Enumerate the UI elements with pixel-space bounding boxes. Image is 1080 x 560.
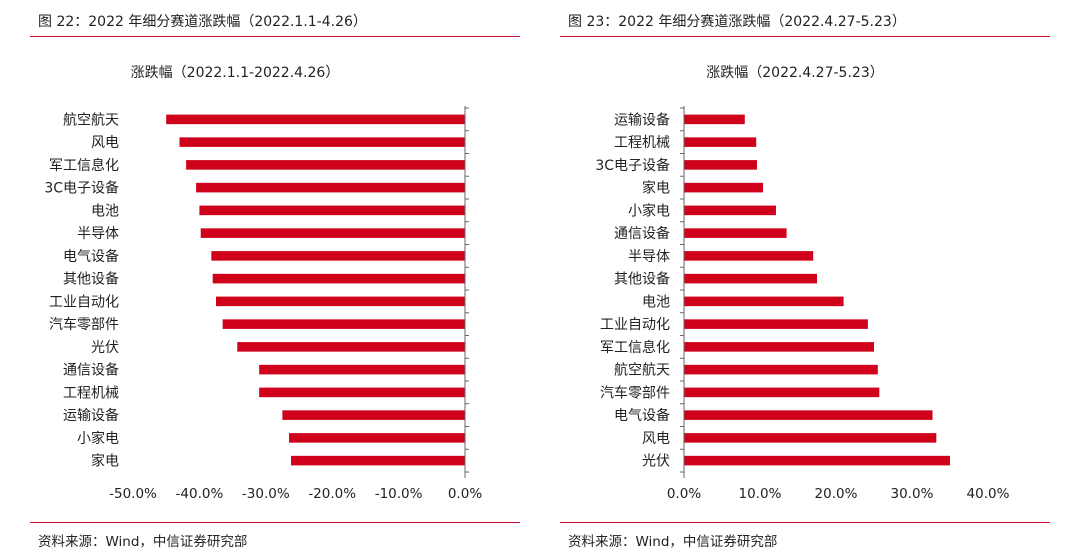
category-label: 3C电子设备 [595, 157, 670, 174]
bar [684, 319, 868, 329]
category-label: 半导体 [628, 249, 670, 265]
bar [684, 296, 844, 307]
x-tick-label: -30.0% [242, 486, 290, 502]
bar [684, 387, 880, 398]
category-label: 工业自动化 [600, 317, 670, 333]
x-tick-label: -20.0% [308, 486, 356, 502]
bar [684, 433, 937, 443]
category-label: 军工信息化 [600, 339, 670, 356]
bar [684, 273, 817, 284]
bar [684, 228, 787, 238]
category-label: 其他设备 [63, 271, 119, 288]
x-tick-label: 40.0% [967, 486, 1010, 502]
bar [179, 137, 466, 147]
x-tick-label: 10.0% [739, 486, 782, 502]
category-label: 运输设备 [63, 407, 119, 424]
figure-title: 图 22：2022 年细分赛道涨跌幅（2022.1.1-4.26） [38, 14, 367, 30]
bar [684, 342, 874, 352]
category-label: 汽车零部件 [600, 384, 670, 401]
bar [222, 319, 465, 329]
bar [199, 205, 465, 216]
category-label: 风电 [91, 135, 119, 151]
bar [684, 137, 757, 147]
category-label: 家电 [642, 180, 670, 197]
bar [211, 251, 465, 261]
bar [259, 364, 465, 375]
category-label: 家电 [91, 453, 119, 470]
category-label: 电气设备 [614, 407, 670, 424]
category-label: 3C电子设备 [44, 180, 119, 197]
category-label: 电气设备 [63, 248, 119, 265]
title-divider [30, 36, 520, 37]
category-label: 小家电 [628, 202, 670, 219]
bar [684, 455, 950, 466]
bar [186, 160, 465, 170]
bar [237, 342, 465, 352]
category-label: 小家电 [77, 430, 119, 447]
bar [684, 160, 757, 170]
source-divider [560, 522, 1050, 523]
x-tick-label: 0.0% [667, 486, 701, 502]
category-label: 电池 [642, 294, 670, 310]
bar [289, 433, 465, 443]
chart-title: 涨跌幅（2022.1.1-2022.4.26） [131, 65, 340, 81]
category-label: 工程机械 [63, 385, 119, 401]
bar [196, 182, 465, 193]
category-label: 汽车零部件 [49, 316, 119, 333]
category-label: 通信设备 [614, 225, 670, 242]
category-label: 其他设备 [614, 271, 670, 288]
category-label: 光伏 [642, 454, 670, 470]
category-label: 工程机械 [614, 135, 670, 151]
category-label: 电池 [91, 203, 119, 219]
chart-title: 涨跌幅（2022.4.27-5.23） [706, 65, 883, 81]
bar [684, 364, 878, 375]
bar [291, 455, 465, 466]
category-label: 通信设备 [63, 362, 119, 379]
category-label: 航空航天 [614, 363, 670, 379]
bar [684, 410, 933, 420]
x-tick-label: -10.0% [375, 486, 423, 502]
x-tick-label: -40.0% [176, 486, 224, 502]
figure-22-panel: 图 22：2022 年细分赛道涨跌幅（2022.1.1-4.26） 涨跌幅（20… [30, 0, 540, 560]
bar [200, 228, 465, 238]
x-tick-label: 20.0% [815, 486, 858, 502]
bar [684, 182, 764, 193]
bar [212, 273, 465, 284]
bar [684, 251, 814, 261]
bar [684, 114, 745, 125]
category-label: 光伏 [91, 340, 119, 356]
source-note: 资料来源：Wind，中信证券研究部 [568, 534, 778, 550]
x-tick-label: -50.0% [109, 486, 157, 502]
category-label: 军工信息化 [49, 157, 119, 174]
bar [684, 205, 776, 216]
category-label: 工业自动化 [49, 294, 119, 310]
bar [216, 296, 465, 307]
title-divider [560, 36, 1050, 37]
bar [259, 387, 465, 398]
category-label: 运输设备 [614, 111, 670, 128]
source-note: 资料来源：Wind，中信证券研究部 [38, 534, 248, 550]
x-tick-label: 30.0% [891, 486, 934, 502]
source-divider [30, 522, 520, 523]
figure-title: 图 23：2022 年细分赛道涨跌幅（2022.4.27-5.23） [568, 14, 906, 30]
bar [166, 114, 465, 125]
bar [282, 410, 465, 420]
figure-23-panel: 图 23：2022 年细分赛道涨跌幅（2022.4.27-5.23） 涨跌幅（2… [560, 0, 1070, 560]
category-label: 风电 [642, 431, 670, 447]
x-tick-label: 0.0% [448, 486, 482, 502]
category-label: 航空航天 [63, 112, 119, 128]
category-label: 半导体 [77, 226, 119, 242]
